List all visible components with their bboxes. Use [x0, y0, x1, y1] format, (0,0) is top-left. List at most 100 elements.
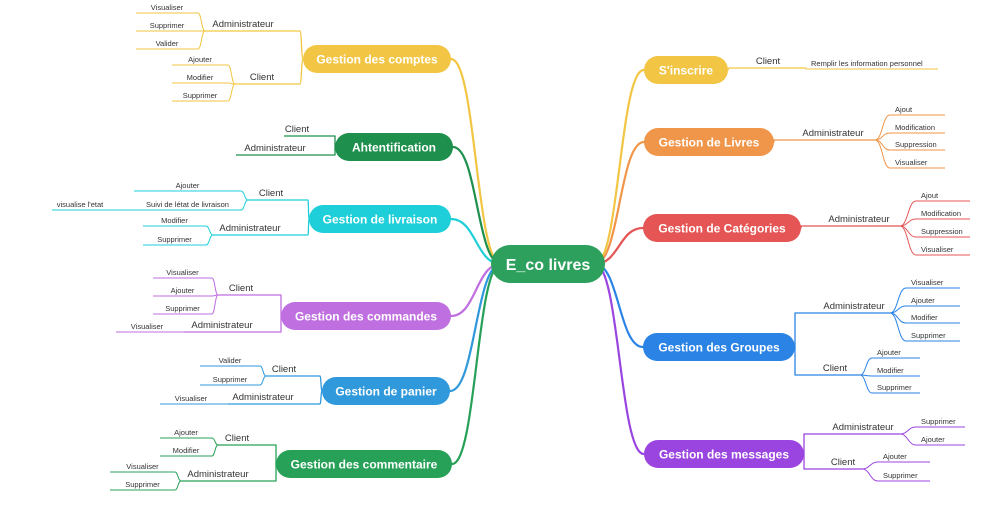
nodes-layer: AdministrateurVisualiserSupprimerValider… — [57, 3, 963, 489]
item-livraison-administrateur-modifier: Modifier — [161, 216, 188, 225]
branch-commentaire-label: Gestion des commentaire — [291, 458, 438, 472]
branch-inscrire[interactable]: S'inscrire — [644, 56, 728, 84]
item-groupes-administrateur-ajouter: Ajouter — [911, 296, 935, 305]
item-livraison-administrateur-supprimer-connector — [205, 234, 214, 246]
item-groupes-administrateur-supprimer: Supprimer — [911, 331, 946, 340]
branch-livraison-pill — [309, 205, 451, 233]
branch-commentaire[interactable]: Gestion des commentaire — [276, 450, 452, 478]
item-livres-administrateur-modification: Modification — [895, 123, 935, 132]
branch-groupes-pill — [643, 333, 795, 361]
item-livraison-client-ajouter: Ajouter — [176, 181, 200, 190]
group-panier-client-label: Client — [272, 364, 297, 375]
group-comptes-administrateur-connector — [299, 30, 304, 60]
item-categories-administrateur-visualiser: Visualiser — [921, 245, 954, 254]
item-commandes-client-ajouter: Ajouter — [171, 286, 195, 295]
branch-auth[interactable]: Ahtentification — [335, 133, 453, 161]
branch-comptes[interactable]: Gestion des comptes — [303, 45, 451, 73]
item-panier-client-valider: Valider — [219, 356, 242, 365]
central-topic-pill — [491, 245, 605, 283]
item-livraison-client-suivi-de-letat-de-livraison: Suivi de létat de livraison — [146, 200, 229, 209]
group-livraison-administrateur-connector — [307, 218, 310, 236]
item-commandes-client-visualiser: Visualiser — [166, 268, 199, 277]
item-groupes-administrateur-supprimer-connector — [889, 312, 907, 342]
branch-messages-label: Gestion des messages — [659, 448, 789, 462]
item-commentaire-administrateur-supprimer-connector — [174, 480, 182, 491]
group-groupes-administrateur-label: Administrateur — [823, 301, 884, 312]
item-groupes-administrateur-visualiser-connector — [889, 287, 907, 314]
item-messages-administrateur-supprimer: Supprimer — [921, 417, 956, 426]
item-livraison-administrateur-supprimer: Supprimer — [157, 235, 192, 244]
item-panier-client-valider-connector — [259, 365, 267, 377]
group-commandes-administrateur-label: Administrateur — [191, 320, 252, 331]
branch-comptes-label: Gestion des comptes — [316, 53, 438, 67]
group-livraison-administrateur-label: Administrateur — [219, 223, 280, 234]
branch-commandes-label: Gestion des commandes — [295, 310, 437, 324]
item-comptes-administrateur-valider-connector — [197, 30, 206, 50]
group-comptes-administrateur-label: Administrateur — [212, 19, 273, 30]
group-livres-administrateur-label: Administrateur — [802, 128, 863, 139]
item-groupes-client-supprimer: Supprimer — [877, 383, 912, 392]
item-groupes-client-supprimer-connector — [859, 374, 873, 394]
item-categories-administrateur-ajout-connector — [899, 200, 917, 227]
branch-connector-inscrire — [593, 68, 646, 266]
central-topic[interactable]: E_co livres — [491, 245, 605, 283]
item-comptes-administrateur-supprimer: Supprimer — [150, 21, 185, 30]
branch-commandes-pill — [281, 302, 451, 330]
branch-livraison-label: Gestion de livraison — [323, 213, 438, 227]
item-livres-administrateur-visualiser: Visualiser — [895, 158, 928, 167]
branch-inscrire-pill — [644, 56, 728, 84]
item-comptes-client-modifier: Modifier — [187, 73, 214, 82]
group-commandes-client-label: Client — [229, 283, 254, 294]
item-groupes-client-ajouter: Ajouter — [877, 348, 901, 357]
group-inscrire-client-label: Client — [756, 56, 781, 67]
group-panier-administrateur-label: Administrateur — [232, 392, 293, 403]
item-commentaire-administrateur-visualiser-connector — [174, 471, 182, 482]
group-messages-client-label: Client — [831, 457, 856, 468]
item-commandes-client-supprimer: Supprimer — [165, 304, 200, 313]
branch-categories[interactable]: Gestion de Catégories — [643, 214, 801, 242]
item-comptes-client-supprimer-connector — [227, 83, 236, 102]
branch-livraison[interactable]: Gestion de livraison — [309, 205, 451, 233]
group-panier-administrateur-connector — [319, 390, 323, 405]
branch-auth-pill — [335, 133, 453, 161]
group-commentaire-client-label: Client — [225, 433, 250, 444]
item-livraison-client-suivi-de-letat-de-livraison-connector — [240, 199, 249, 211]
item-groupes-administrateur-modifier: Modifier — [911, 313, 938, 322]
branch-connector-groupes — [593, 262, 645, 349]
item-commentaire-client-ajouter-connector — [211, 437, 219, 446]
item-inscrire-client-remplir-les-information-personnel: Remplir les information personnel — [811, 59, 923, 68]
branch-livres[interactable]: Gestion de Livres — [644, 128, 774, 156]
group-inscrire-client-connector — [727, 67, 730, 71]
item-livraison-administrateur-modifier-connector — [205, 225, 214, 236]
branch-auth-label: Ahtentification — [352, 141, 436, 155]
branch-commandes[interactable]: Gestion des commandes — [281, 302, 451, 330]
item-commentaire-administrateur-supprimer: Supprimer — [125, 480, 160, 489]
group-auth-client-label: Client — [285, 124, 310, 135]
group-livraison-client-connector — [307, 199, 310, 220]
branch-messages[interactable]: Gestion des messages — [644, 440, 804, 468]
item-messages-administrateur-ajouter-connector — [899, 433, 917, 446]
branch-panier[interactable]: Gestion de panier — [322, 377, 450, 405]
branch-livres-pill — [644, 128, 774, 156]
item-livres-administrateur-suppression: Suppression — [895, 140, 937, 149]
item-comptes-administrateur-visualiser: Visualiser — [151, 3, 184, 12]
item-categories-administrateur-ajout: Ajout — [921, 191, 939, 200]
branch-connector-commentaire — [450, 262, 503, 466]
group-groupes-client-label: Client — [823, 363, 848, 374]
branch-livres-label: Gestion de Livres — [659, 136, 760, 150]
subitem-livraison-visualise-l-etat: visualise l'etat — [57, 200, 104, 209]
item-comptes-administrateur-visualiser-connector — [197, 12, 206, 32]
group-categories-administrateur-label: Administrateur — [828, 214, 889, 225]
group-panier-client-connector — [319, 375, 323, 392]
item-commentaire-client-modifier-connector — [211, 444, 219, 457]
item-commandes-administrateur-visualiser: Visualiser — [131, 322, 164, 331]
branch-groupes[interactable]: Gestion des Groupes — [643, 333, 795, 361]
branch-inscrire-label: S'inscrire — [659, 64, 714, 78]
item-messages-client-ajouter: Ajouter — [883, 452, 907, 461]
branch-categories-pill — [643, 214, 801, 242]
item-commentaire-administrateur-visualiser: Visualiser — [126, 462, 159, 471]
item-livraison-client-ajouter-connector — [240, 190, 249, 201]
item-groupes-client-modifier: Modifier — [877, 366, 904, 375]
